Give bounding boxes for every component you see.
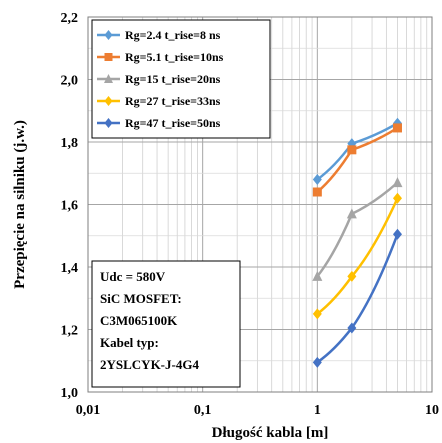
legend-label: Rg=47 t_rise=50ns — [125, 116, 221, 130]
data-point — [312, 187, 322, 197]
legend-item: Rg=5.1 t_rise=10ns — [97, 50, 224, 64]
data-point — [104, 53, 113, 61]
legend-box — [91, 19, 271, 139]
y-tick-label: 1,2 — [61, 324, 79, 339]
legend: Rg=2.4 t_rise=8 ns Rg=5.1 t_rise=10ns Rg=1… — [91, 19, 271, 139]
axes: 1,0 1,2 1,4 1,6 1,8 2,0 2,2 0,01 0,1 1 10 Długość k… — [12, 11, 439, 441]
legend-label: Rg=2.4 t_rise=8 ns — [125, 28, 221, 42]
data-point — [347, 322, 357, 334]
data-point — [346, 208, 357, 219]
x-tick-label: 1 — [314, 403, 321, 418]
y-tick-label: 1,4 — [61, 261, 79, 276]
legend-item: Rg=27 t_rise=33ns — [97, 94, 221, 108]
data-point — [104, 30, 113, 40]
annotation-box: Udc = 580V SiC MOSFET: C3M065100K Kabel typ… — [91, 260, 241, 388]
y-tick-label: 1,0 — [61, 386, 79, 401]
series — [312, 192, 402, 320]
y-tick-label: 1,8 — [61, 136, 79, 151]
data-point — [392, 228, 402, 240]
series — [312, 228, 402, 368]
x-tick-label: 0,1 — [194, 403, 212, 418]
x-tick-label: 0,01 — [76, 403, 101, 418]
series — [312, 123, 402, 197]
x-tick-label: 10 — [425, 403, 439, 418]
data-point — [392, 123, 402, 133]
annotation-frame — [91, 260, 241, 388]
data-point — [392, 192, 402, 204]
y-tick-label: 2,0 — [61, 74, 79, 89]
legend-item: Rg=47 t_rise=50ns — [97, 116, 221, 130]
data-point — [312, 308, 322, 320]
legend-item: Rg=15 t_rise=20ns — [97, 72, 221, 86]
series-layer — [312, 117, 403, 368]
legend-item: Rg=2.4 t_rise=8 ns — [97, 28, 221, 42]
series-line — [316, 126, 399, 193]
y-tick-label: 2,2 — [61, 11, 79, 26]
x-axis-title: Długość kabla [m] — [212, 425, 329, 441]
annotation-line: SiC MOSFET: — [100, 291, 182, 306]
data-point — [392, 177, 403, 188]
legend-label: Rg=27 t_rise=33ns — [125, 94, 221, 108]
data-point — [104, 74, 113, 83]
series-line — [316, 233, 399, 364]
series — [312, 177, 403, 281]
data-point — [104, 118, 113, 128]
data-point — [312, 356, 322, 368]
annotation-line: Udc = 580V — [100, 269, 166, 284]
annotation-line: Kabel typ: — [100, 335, 159, 350]
data-point — [312, 174, 322, 185]
data-point — [347, 270, 357, 282]
plot-frame — [87, 16, 433, 393]
y-tick-label: 1,6 — [61, 199, 79, 214]
data-point — [312, 270, 323, 281]
legend-label: Rg=15 t_rise=20ns — [125, 72, 221, 86]
series-line — [316, 197, 399, 315]
data-point — [347, 145, 357, 155]
series-line — [316, 122, 399, 181]
annotation-line: 2YSLCYK-J-4G4 — [100, 357, 199, 372]
series — [312, 117, 402, 185]
annotation-line: C3M065100K — [100, 313, 178, 328]
legend-label: Rg=5.1 t_rise=10ns — [125, 50, 224, 64]
data-point — [104, 96, 113, 106]
y-axis-title: Przepięcie na silniku (j.w.) — [12, 120, 28, 289]
